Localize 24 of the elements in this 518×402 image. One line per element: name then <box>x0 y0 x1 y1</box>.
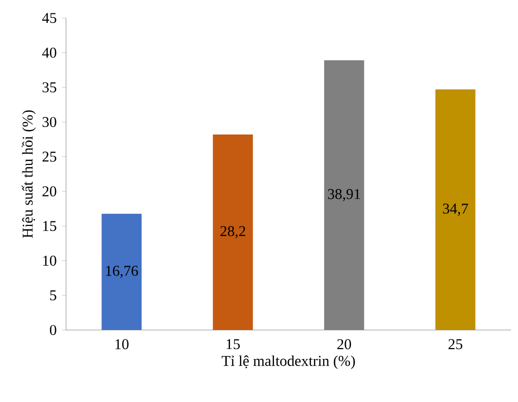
bar <box>212 134 253 330</box>
bar <box>435 89 476 330</box>
y-tick-label: 0 <box>50 324 56 336</box>
y-tick-label: 10 <box>43 256 56 266</box>
y-tick-label: 45 <box>42 13 56 23</box>
y-tick-label: 35 <box>42 82 56 92</box>
x-tick-label: 15 <box>226 339 240 350</box>
y-axis-title: Hiệu suất thu hồi (%) <box>22 110 36 238</box>
data-label: 38,91 <box>328 188 360 202</box>
data-label: 34,7 <box>443 204 468 216</box>
y-tick-label: 30 <box>42 116 56 128</box>
y-tick-label: 20 <box>42 186 56 196</box>
y-tick-label: 15 <box>43 221 56 231</box>
data-label: 28,2 <box>220 226 246 238</box>
data-label: 16,76 <box>106 266 138 278</box>
y-tick-label: 40 <box>42 48 56 58</box>
x-tick-label: 10 <box>115 339 129 350</box>
bar <box>102 214 142 330</box>
y-tick-label: 5 <box>50 290 56 300</box>
y-tick-label: 25 <box>42 152 56 162</box>
x-tick-label: 25 <box>448 339 462 350</box>
x-tick-label: 20 <box>337 339 352 350</box>
x-axis-title: Tỉ lệ maltodextrin (%) <box>222 355 355 370</box>
bar <box>324 60 364 330</box>
